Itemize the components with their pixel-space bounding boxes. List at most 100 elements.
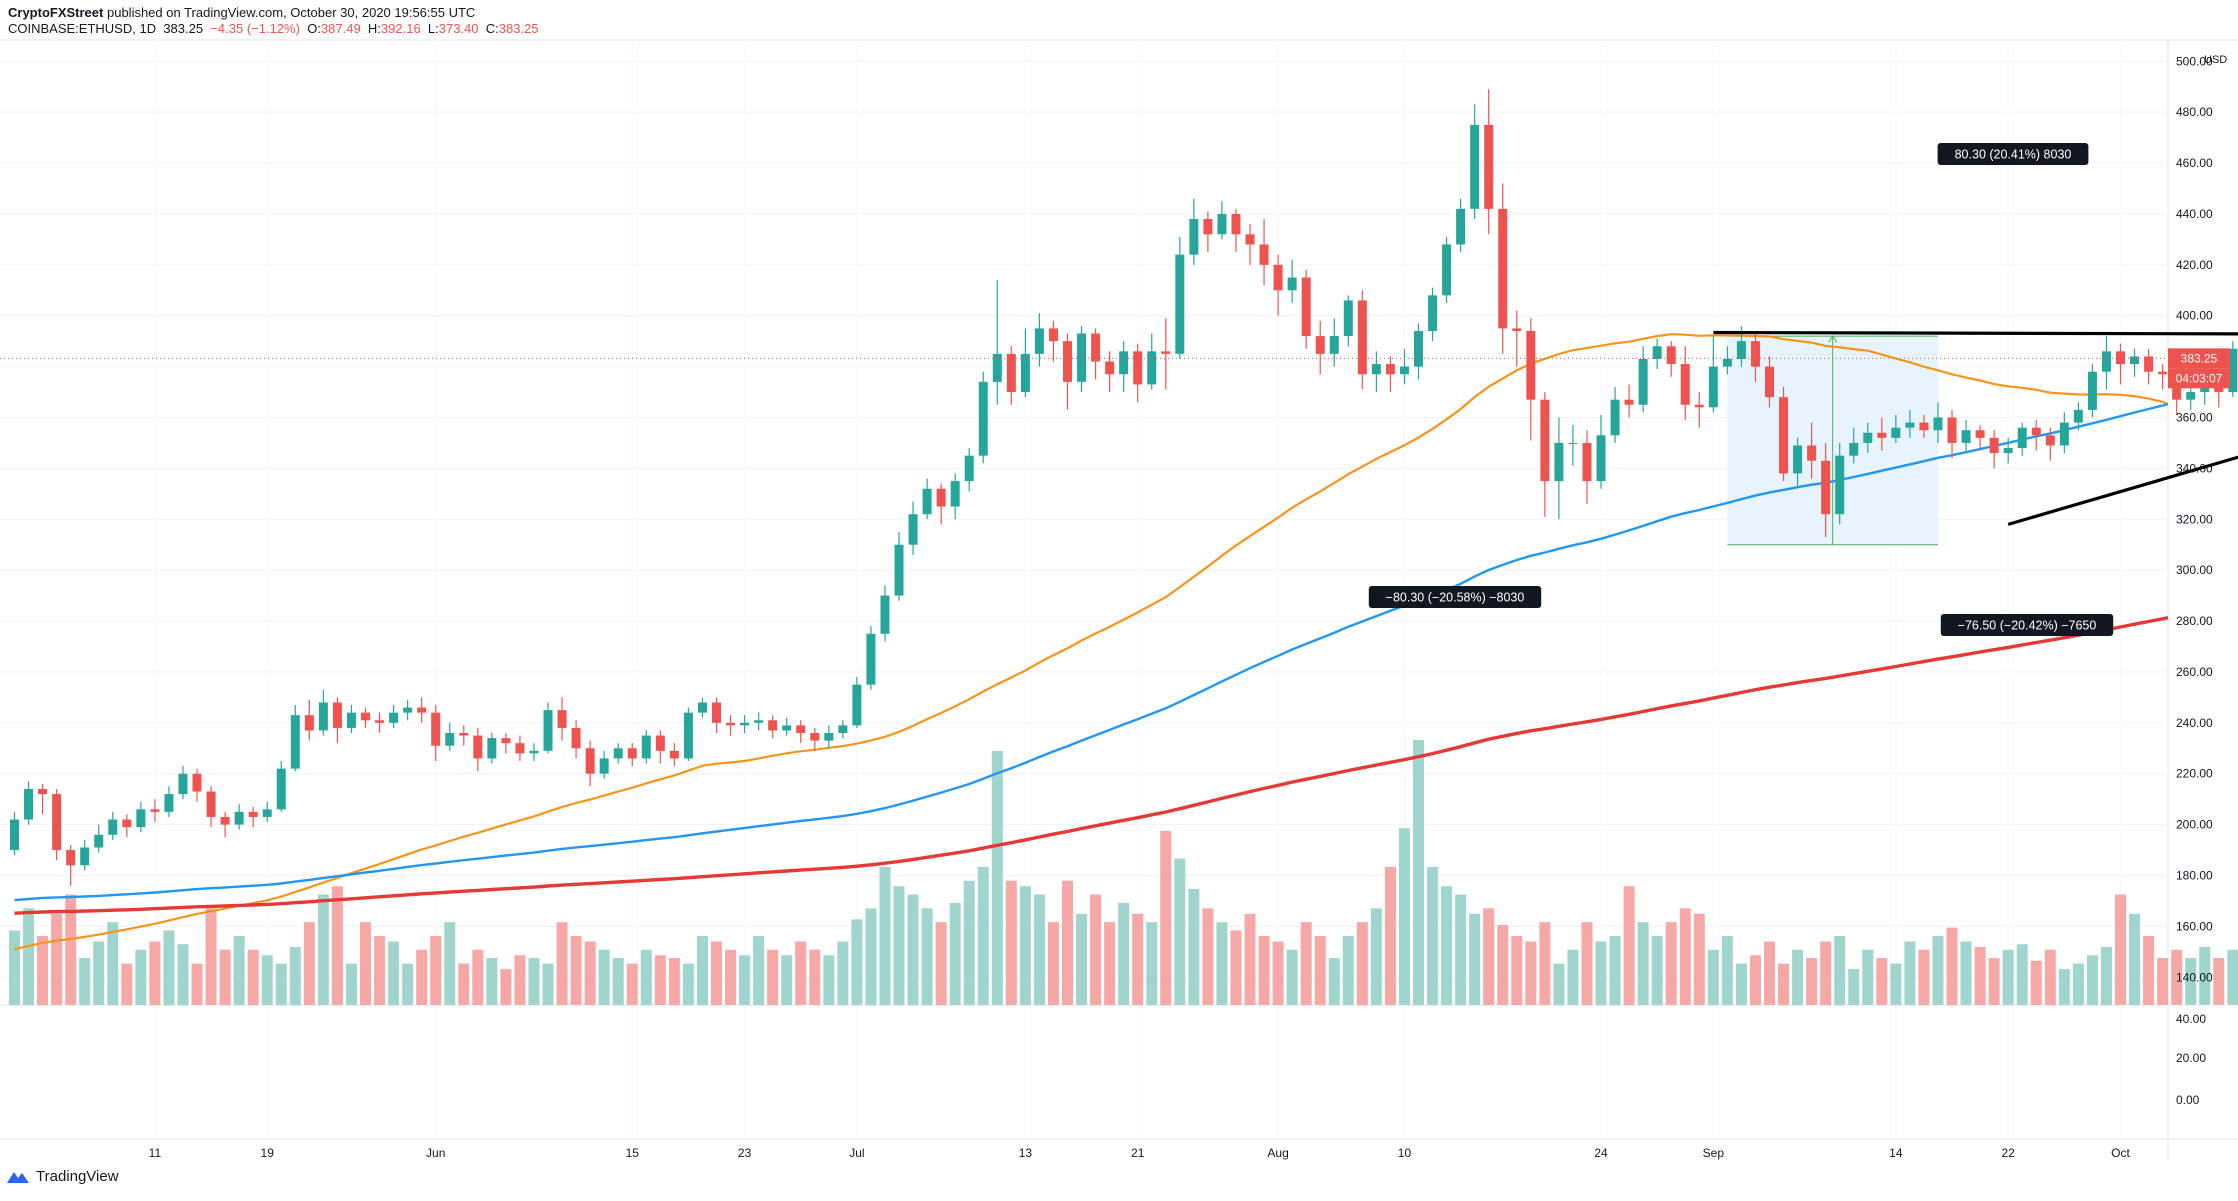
time-tick-label: 13	[1019, 1146, 1033, 1160]
open-value: 387.49	[320, 21, 361, 36]
volume-bar	[1693, 913, 1705, 1005]
candle-body	[824, 733, 834, 741]
last-price: 383.25	[163, 21, 204, 36]
volume-bar	[2213, 958, 2225, 1005]
volume-bar	[360, 922, 371, 1005]
candle-body	[262, 809, 272, 817]
candle-body	[1385, 364, 1395, 375]
volume-bar	[388, 941, 400, 1005]
trendlines[interactable]	[1713, 330, 2238, 526]
candle-body	[1034, 328, 1044, 354]
volume-bar	[1230, 930, 1242, 1005]
volume-bar	[486, 958, 498, 1005]
volume-bar	[500, 969, 512, 1005]
candle-body	[290, 715, 300, 769]
candle-body	[1835, 455, 1845, 515]
volume-bar	[977, 866, 989, 1005]
candle-body	[1891, 427, 1901, 438]
volume-bar	[1076, 913, 1088, 1005]
candle-body	[248, 811, 258, 817]
volume-bar	[598, 949, 610, 1005]
price-tick-label: 420.00	[2176, 258, 2213, 272]
candle-body	[1456, 208, 1466, 245]
candle-body	[1301, 277, 1311, 337]
candle-body	[1329, 336, 1339, 354]
measure-label-down: −76.50 (−20.42%) −7650	[1958, 619, 2097, 633]
candle-body	[1048, 328, 1058, 342]
candle-body	[1245, 234, 1255, 245]
candle-body	[1020, 353, 1030, 393]
volume-bar	[1328, 958, 1340, 1005]
candle-body	[1006, 353, 1016, 393]
tradingview-logo-text: TradingView	[36, 1168, 119, 1185]
close-value: 383.25	[498, 21, 539, 36]
candle-body	[66, 850, 76, 866]
measure-labels: 80.30 (20.41%) 8030 −80.30 (−20.58%) −803…	[1368, 143, 2114, 636]
ma-50-line	[14, 333, 2168, 951]
publisher-name[interactable]: CryptoFXStreet	[8, 5, 104, 20]
candle-body	[1133, 351, 1143, 385]
candle-body	[838, 725, 848, 733]
price-tick-label: 360.00	[2176, 410, 2213, 424]
volume-bar	[1651, 935, 1663, 1005]
volume-bar	[921, 908, 933, 1005]
oscillator-tick-label: 40.00	[2176, 1012, 2206, 1026]
candle-body	[978, 381, 988, 456]
candle-body	[1484, 124, 1494, 209]
candle-body	[1666, 346, 1676, 365]
price-axis[interactable]: 500.00480.00460.00440.00420.00400.00380.…	[2176, 54, 2227, 984]
volume-bar	[247, 949, 259, 1005]
volume-bar	[107, 922, 119, 1005]
open-label: O:	[307, 21, 321, 36]
candle-body	[94, 834, 104, 848]
candle-body	[894, 544, 904, 596]
volume-bar	[1862, 949, 1874, 1005]
candle-body	[375, 720, 385, 723]
resistance-line	[1713, 330, 2238, 336]
candlesticks	[10, 89, 2238, 886]
measure-label-left: −80.30 (−20.58%) −8030	[1386, 591, 1525, 605]
volume-bar	[1216, 922, 1228, 1005]
candle-body	[1694, 404, 1704, 408]
candle-body	[1105, 361, 1115, 375]
volume-bar	[2115, 894, 2126, 1005]
volume-bar	[2227, 949, 2238, 1005]
candle-body	[318, 702, 328, 731]
candle-body	[1961, 430, 1971, 443]
volume-bar	[1314, 935, 1326, 1005]
time-tick-label: 19	[261, 1146, 275, 1160]
volume-bar	[865, 908, 877, 1005]
close-label: C:	[485, 21, 499, 36]
volume-bar	[1005, 880, 1017, 1005]
candle-body	[1077, 333, 1087, 382]
time-tick-label: Oct	[2111, 1146, 2130, 1160]
high-label: H:	[367, 21, 381, 36]
candle-body	[1512, 328, 1522, 331]
volume-bar	[1511, 935, 1523, 1005]
candle-body	[346, 712, 356, 728]
volume-bar	[1413, 739, 1424, 1005]
candle-body	[332, 702, 342, 728]
candle-body	[2045, 435, 2055, 446]
candle-body	[726, 722, 736, 726]
ma-200-line	[14, 616, 2168, 915]
candle-body	[1540, 399, 1550, 482]
time-tick-label: 22	[2002, 1146, 2016, 1160]
volume-bar	[331, 886, 343, 1005]
candle-body	[2031, 427, 2041, 436]
volume-bar	[1174, 858, 1186, 1005]
volume-bar	[514, 955, 526, 1005]
volume-bar	[2129, 913, 2141, 1005]
candle-body	[543, 710, 553, 751]
price-tick-label: 220.00	[2176, 767, 2213, 781]
volume-bar	[1132, 913, 1144, 1005]
price-tick-label: 320.00	[2176, 512, 2213, 526]
candle-body	[276, 768, 286, 810]
time-axis[interactable]: 1119Jun1523Jul1321Aug1024Sep1422Oct1220N…	[149, 1146, 2238, 1160]
volume-bar	[1356, 922, 1368, 1005]
tradingview-branding[interactable]: TradingView	[6, 1168, 119, 1185]
oscillator-axis[interactable]: 40.00 20.00 0.00	[2176, 1012, 2206, 1107]
candle-body	[1175, 254, 1185, 354]
volume-bar	[2143, 935, 2155, 1005]
